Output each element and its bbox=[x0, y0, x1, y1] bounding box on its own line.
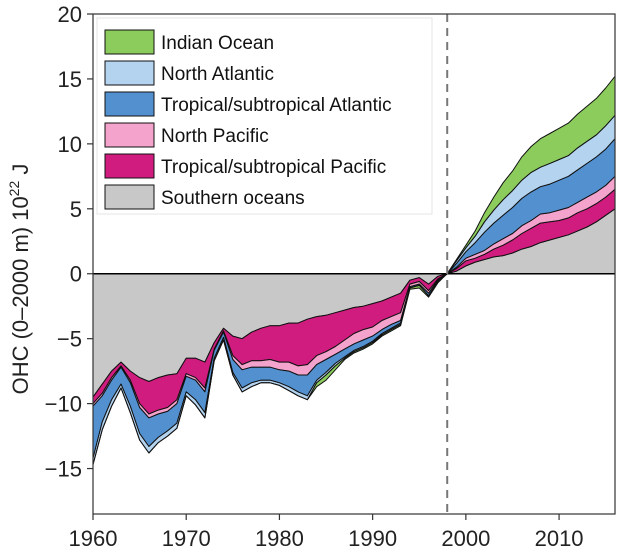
legend-label-north-atlantic: North Atlantic bbox=[161, 64, 274, 85]
y-axis: −15 −10 −5 0 5 10 15 20 bbox=[45, 2, 93, 482]
x-tick-label: 2000 bbox=[441, 526, 490, 551]
legend-label-north-pacific: North Pacific bbox=[161, 126, 269, 147]
legend-swatch-tropical-subtropical-pacific bbox=[104, 153, 155, 179]
legend-swatch-north-pacific bbox=[104, 122, 155, 148]
y-tick-label: 15 bbox=[58, 67, 82, 92]
y-tick-label: 0 bbox=[70, 262, 82, 287]
legend-swatch-north-atlantic bbox=[104, 60, 155, 86]
y-tick-label: 20 bbox=[58, 2, 82, 27]
legend-label-tropical-subtropical-atlantic: Tropical/subtropical Atlantic bbox=[161, 95, 392, 116]
y-axis-title: OHC (0–2000 m) 1022 J bbox=[6, 164, 33, 395]
legend-swatch-southern-oceans bbox=[104, 184, 155, 210]
y-tick-label: −10 bbox=[45, 392, 82, 417]
legend-label-tropical-subtropical-pacific: Tropical/subtropical Pacific bbox=[161, 157, 386, 178]
legend-label-indian-ocean: Indian Ocean bbox=[161, 33, 274, 54]
plot-frame bbox=[92, 13, 616, 515]
x-axis: 1960 1970 1980 1990 2000 2010 bbox=[69, 514, 584, 551]
x-tick-label: 1960 bbox=[69, 526, 118, 551]
y-tick-label: −5 bbox=[57, 327, 82, 352]
x-tick-label: 1970 bbox=[162, 526, 211, 551]
y-axis-title-exponent: 22 bbox=[6, 181, 22, 197]
legend-label-southern-oceans: Southern oceans bbox=[161, 188, 305, 209]
y-tick-label: 5 bbox=[70, 197, 82, 222]
legend-swatch-tropical-subtropical-atlantic bbox=[104, 91, 155, 117]
x-tick-label: 1990 bbox=[348, 526, 397, 551]
x-tick-label: 2010 bbox=[535, 526, 584, 551]
y-tick-label: 10 bbox=[58, 132, 82, 157]
legend: Indian Ocean North Atlantic Tropical/subtr… bbox=[96, 17, 433, 215]
y-axis-title-main: OHC (0–2000 m) 10 bbox=[8, 196, 33, 394]
x-tick-label: 1980 bbox=[255, 526, 304, 551]
legend-swatch-indian-ocean bbox=[104, 29, 155, 55]
y-axis-title-unit: J bbox=[8, 164, 33, 181]
y-tick-label: −15 bbox=[45, 457, 82, 482]
